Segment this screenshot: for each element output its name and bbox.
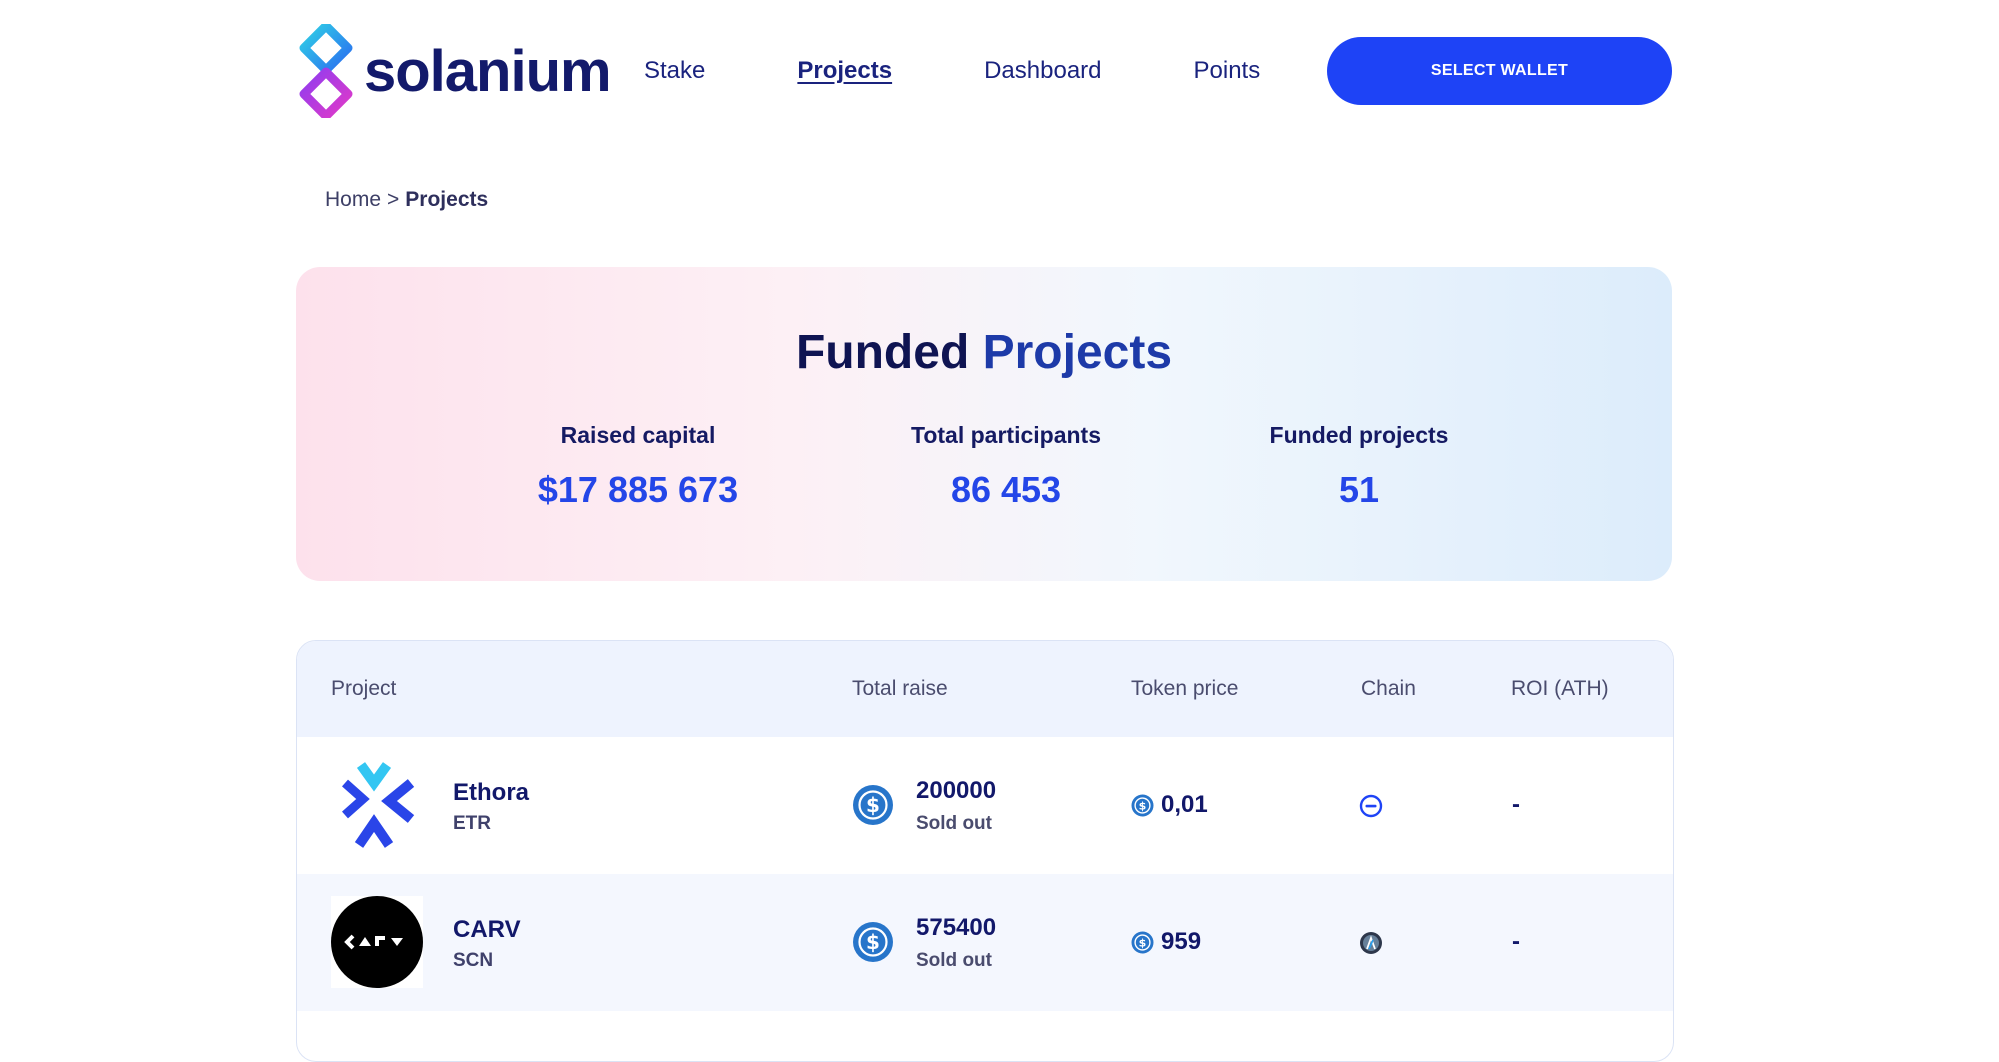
- hero-title-part1: Funded: [795, 326, 970, 379]
- stat-label: Raised capital: [560, 422, 716, 448]
- roi-value: -: [1512, 791, 1520, 818]
- projects-table: Project Total raise Token price Chain RO…: [296, 640, 1674, 1062]
- svg-text:$: $: [866, 930, 880, 954]
- carv-logo-icon: [331, 896, 423, 988]
- header-roi[interactable]: ROI (ATH): [1511, 677, 1609, 700]
- svg-text:$: $: [1139, 937, 1147, 950]
- table-row[interactable]: Ethora ETR $ 200000 Sold out $ 0,01 -: [297, 737, 1673, 874]
- main-nav: Stake Projects Dashboard Points: [644, 24, 1352, 118]
- usdc-icon: $: [1131, 931, 1154, 954]
- hero-title-part2: Projects: [982, 326, 1173, 379]
- project-ticker: SCN: [453, 950, 494, 971]
- nav-stake[interactable]: Stake: [644, 57, 706, 84]
- usdc-icon: $: [853, 785, 893, 825]
- total-raise-value: 575400: [916, 914, 997, 941]
- roi-value: -: [1512, 928, 1520, 955]
- svg-text:$: $: [1139, 800, 1147, 813]
- ethora-logo-icon: [331, 759, 423, 851]
- stat-total-participants: Total participants 86 453: [856, 422, 1156, 511]
- nav-points[interactable]: Points: [1193, 57, 1261, 84]
- breadcrumb-home[interactable]: Home: [325, 188, 382, 211]
- table-header: Project Total raise Token price Chain RO…: [297, 641, 1673, 737]
- stat-funded-projects: Funded projects 51: [1209, 422, 1509, 511]
- token-price-value: 959: [1161, 928, 1202, 955]
- sale-status: Sold out: [916, 950, 992, 971]
- header-total-raise[interactable]: Total raise: [852, 677, 948, 700]
- svg-text:$: $: [866, 793, 880, 817]
- header-project[interactable]: Project: [331, 677, 397, 700]
- total-raise-value: 200000: [916, 777, 997, 804]
- breadcrumb-current: Projects: [405, 188, 489, 211]
- token-price-value: 0,01: [1161, 791, 1208, 818]
- arbitrum-chain-icon: [1360, 932, 1382, 954]
- breadcrumb: Home > Projects: [325, 188, 488, 212]
- project-ticker: ETR: [453, 813, 491, 834]
- sale-status: Sold out: [916, 813, 992, 834]
- table-row[interactable]: CARV SCN $ 575400 Sold out $ 959 -: [297, 874, 1673, 1011]
- stat-label: Total participants: [911, 422, 1101, 448]
- page: solanium Stake Projects Dashboard Points…: [296, 24, 1674, 1062]
- breadcrumb-separator: >: [387, 188, 400, 211]
- header-chain[interactable]: Chain: [1361, 677, 1416, 700]
- stat-value: 86 453: [950, 469, 1062, 510]
- stat-value: $17 885 673: [537, 469, 739, 510]
- header: solanium Stake Projects Dashboard Points…: [296, 24, 1672, 118]
- stat-value: 51: [1338, 469, 1380, 510]
- select-wallet-button[interactable]: SELECT WALLET: [1327, 37, 1672, 105]
- nav-dashboard[interactable]: Dashboard: [984, 57, 1102, 84]
- hero-title: Funded Projects: [296, 325, 1672, 380]
- solanium-logo-icon: [299, 24, 353, 118]
- solana-chain-icon: [1359, 794, 1383, 818]
- funded-projects-hero: Funded Projects Raised capital $17 885 6…: [296, 267, 1672, 581]
- project-name[interactable]: CARV: [453, 916, 521, 943]
- usdc-icon: $: [853, 922, 893, 962]
- project-name[interactable]: Ethora: [453, 779, 530, 806]
- stat-label: Funded projects: [1269, 422, 1449, 448]
- stat-raised-capital: Raised capital $17 885 673: [488, 422, 788, 511]
- brand-logo[interactable]: solanium: [296, 24, 612, 118]
- nav-projects[interactable]: Projects: [797, 57, 893, 84]
- usdc-icon: $: [1131, 794, 1154, 817]
- header-token-price[interactable]: Token price: [1131, 677, 1239, 700]
- brand-name: solanium: [364, 38, 612, 104]
